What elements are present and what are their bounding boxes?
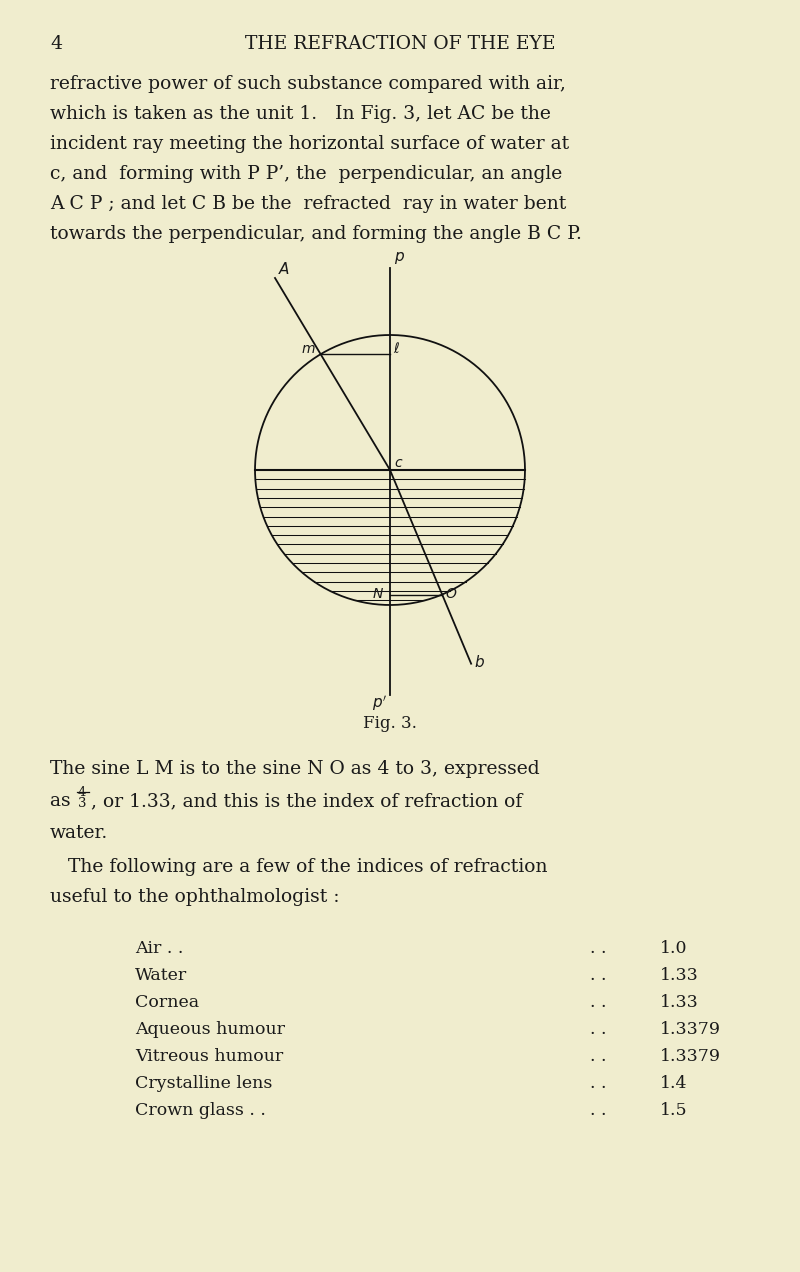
Text: refractive power of such substance compared with air,: refractive power of such substance compa… (50, 75, 566, 93)
Text: 3: 3 (78, 798, 86, 810)
Text: $N$: $N$ (372, 586, 384, 600)
Text: . .: . . (590, 1075, 606, 1091)
Text: . .: . . (590, 1048, 606, 1065)
Text: 1.33: 1.33 (660, 993, 698, 1011)
Text: Air . .: Air . . (135, 940, 183, 957)
Text: . .: . . (590, 967, 606, 985)
Text: useful to the ophthalmologist :: useful to the ophthalmologist : (50, 888, 339, 906)
Text: Fig. 3.: Fig. 3. (363, 715, 417, 731)
Text: $A$: $A$ (278, 261, 290, 277)
Text: , or 1.33, and this is the index of refraction of: , or 1.33, and this is the index of refr… (91, 792, 522, 810)
Text: The following are a few of the indices of refraction: The following are a few of the indices o… (50, 859, 547, 876)
Text: $O$: $O$ (445, 586, 458, 600)
Text: Vitreous humour: Vitreous humour (135, 1048, 283, 1065)
Text: THE REFRACTION OF THE EYE: THE REFRACTION OF THE EYE (245, 36, 555, 53)
Text: Crystalline lens: Crystalline lens (135, 1075, 272, 1091)
Text: as: as (50, 792, 77, 810)
Text: . .: . . (590, 940, 606, 957)
Text: 1.4: 1.4 (660, 1075, 687, 1091)
Text: Crown glass . .: Crown glass . . (135, 1102, 266, 1119)
Text: 1.3379: 1.3379 (660, 1048, 721, 1065)
Text: . .: . . (590, 993, 606, 1011)
Text: 4: 4 (78, 786, 86, 799)
Text: 1.33: 1.33 (660, 967, 698, 985)
Text: . .: . . (590, 1021, 606, 1038)
Text: $b$: $b$ (474, 654, 485, 669)
Text: Aqueous humour: Aqueous humour (135, 1021, 285, 1038)
Text: Cornea: Cornea (135, 993, 199, 1011)
Text: . .: . . (590, 1102, 606, 1119)
Text: $p$: $p$ (394, 251, 405, 266)
Text: 1.5: 1.5 (660, 1102, 688, 1119)
Text: The sine L M is to the sine N O as 4 to 3, expressed: The sine L M is to the sine N O as 4 to … (50, 759, 540, 778)
Text: Water: Water (135, 967, 187, 985)
Text: which is taken as the unit 1.   In Fig. 3, let AC be the: which is taken as the unit 1. In Fig. 3,… (50, 106, 551, 123)
Text: 4: 4 (50, 36, 62, 53)
Text: $c$: $c$ (394, 455, 403, 469)
Text: 1.3379: 1.3379 (660, 1021, 721, 1038)
Text: A C P ; and let C B be the  refracted  ray in water bent: A C P ; and let C B be the refracted ray… (50, 195, 566, 212)
Text: $\ell$: $\ell$ (393, 341, 400, 356)
Text: towards the perpendicular, and forming the angle B C P.: towards the perpendicular, and forming t… (50, 225, 582, 243)
Text: $p'$: $p'$ (372, 693, 387, 712)
Text: c, and  forming with P P’, the  perpendicular, an angle: c, and forming with P P’, the perpendicu… (50, 165, 562, 183)
Text: incident ray meeting the horizontal surface of water at: incident ray meeting the horizontal surf… (50, 135, 569, 153)
Text: $m$: $m$ (301, 342, 315, 356)
Text: 1.0: 1.0 (660, 940, 687, 957)
Text: water.: water. (50, 824, 108, 842)
